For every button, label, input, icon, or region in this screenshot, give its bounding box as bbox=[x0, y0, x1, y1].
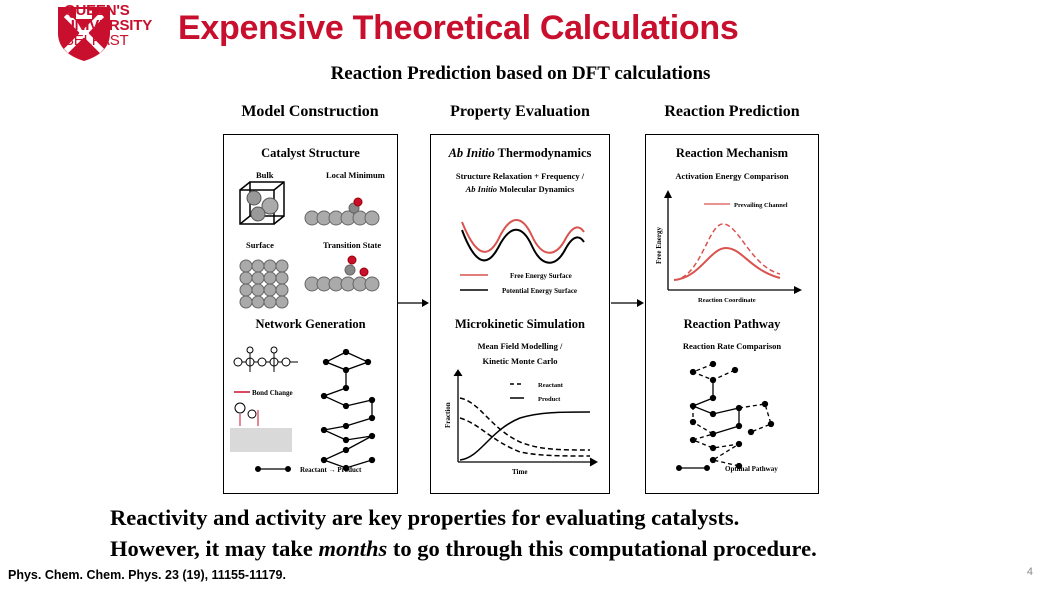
takeaway-line2-pre: However, it may take bbox=[110, 536, 319, 561]
surface-grid bbox=[239, 259, 289, 309]
product-legend: Product bbox=[538, 396, 561, 403]
logo-line1: QUEEN'S bbox=[64, 2, 130, 19]
fraction-label: Fraction bbox=[444, 402, 452, 428]
optimal-pathway-legend-line bbox=[676, 465, 710, 471]
logo-line2: UNIVERSITY bbox=[64, 17, 153, 34]
panel-property-evaluation bbox=[430, 134, 610, 494]
local-minimum-slab bbox=[304, 197, 380, 226]
panel-reaction-prediction bbox=[645, 134, 819, 494]
reaction-rate-sub: Reaction Rate Comparison bbox=[682, 341, 782, 351]
citation: Phys. Chem. Chem. Phys. 23 (19), 11155-1… bbox=[8, 568, 286, 582]
takeaway-text: Reactivity and activity are key properti… bbox=[110, 502, 817, 564]
reaction-pathway-title: Reaction Pathway bbox=[683, 317, 781, 331]
microkinetic-sub1: Mean Field Modelling / bbox=[477, 341, 563, 351]
microkinetic-sub2: Kinetic Monte Carlo bbox=[482, 356, 558, 366]
logo-wordmark: QUEEN'S UNIVERSITY BELFAST bbox=[64, 3, 152, 48]
prevailing-channel-curve bbox=[673, 246, 781, 281]
transition-state-slab bbox=[304, 255, 380, 292]
thermo-sub2-italic: Ab Initio bbox=[465, 184, 498, 194]
surface-slab bbox=[230, 428, 292, 452]
reactant-curve-1 bbox=[459, 397, 591, 451]
heading-reaction-prediction: Reaction Prediction bbox=[664, 103, 800, 120]
catalyst-structure-graphics bbox=[239, 181, 380, 309]
bond-change-label: Bond Change bbox=[252, 389, 293, 397]
potential-energy-legend: Potential Energy Surface bbox=[502, 287, 577, 295]
page-number: 4 bbox=[1026, 566, 1033, 578]
label-bulk: Bulk bbox=[256, 170, 274, 180]
takeaway-line2-post: to go through this computational procedu… bbox=[387, 536, 817, 561]
thermodynamics-title: Ab Initio Thermodynamics bbox=[430, 146, 610, 161]
heading-model-construction: Model Construction bbox=[241, 103, 379, 120]
university-logo bbox=[58, 7, 110, 61]
slide-title: Expensive Theoretical Calculations bbox=[178, 9, 739, 47]
thermo-sub2: Ab Initio Molecular Dynamics bbox=[430, 184, 610, 194]
prevailing-channel-legend: Prevailing Channel bbox=[734, 202, 788, 209]
label-surface: Surface bbox=[246, 240, 274, 250]
label-local-minimum: Local Minimum bbox=[326, 170, 385, 180]
heading-property-evaluation: Property Evaluation bbox=[450, 103, 590, 120]
microkinetic-plot: Fraction Time Reactant Product bbox=[444, 369, 599, 476]
network-generation-title: Network Generation bbox=[255, 317, 366, 331]
reaction-mechanism-plot: Free Energy Reaction Coordinate Prevaili… bbox=[655, 190, 802, 304]
pathway-network bbox=[689, 360, 775, 470]
network-graph bbox=[320, 348, 376, 472]
product-curve bbox=[459, 411, 591, 461]
logo-line3: BELFAST bbox=[64, 32, 129, 49]
time-label: Time bbox=[512, 468, 527, 476]
reaction-pathway-graphics: Optimal Pathway bbox=[676, 360, 778, 473]
reactant-curve-2 bbox=[459, 417, 591, 457]
takeaway-line1: Reactivity and activity are key properti… bbox=[110, 505, 740, 530]
network-legend-line bbox=[255, 466, 291, 472]
molecule-chain bbox=[233, 346, 298, 372]
reaction-coordinate-label: Reaction Coordinate bbox=[698, 297, 756, 304]
catalyst-structure-title: Catalyst Structure bbox=[261, 146, 360, 160]
free-energy-label: Free Energy bbox=[655, 227, 663, 264]
thermo-sub1: Structure Relaxation + Frequency / bbox=[455, 171, 585, 181]
takeaway-line2: However, it may take months to go throug… bbox=[110, 533, 817, 564]
optimal-pathway-legend: Optimal Pathway bbox=[725, 465, 778, 473]
network-generation-graphics: Bond Change Reactant → Product bbox=[230, 346, 376, 474]
network-legend-label: Reactant → Product bbox=[300, 466, 362, 474]
potential-energy-curve bbox=[461, 228, 585, 264]
reactant-legend: Reactant bbox=[538, 382, 564, 389]
alternative-channel-curve bbox=[673, 223, 781, 281]
adsorbate-icon bbox=[234, 402, 259, 426]
takeaway-line2-italic: months bbox=[318, 536, 388, 561]
free-energy-legend: Free Energy Surface bbox=[510, 272, 572, 280]
microkinetic-title: Microkinetic Simulation bbox=[455, 317, 585, 331]
thermo-sub2-rest: Molecular Dynamics bbox=[497, 184, 575, 194]
label-transition-state: Transition State bbox=[323, 240, 382, 250]
thermo-title-rest: Thermodynamics bbox=[494, 146, 592, 160]
arrow-to-property bbox=[398, 299, 429, 307]
reaction-mechanism-title: Reaction Mechanism bbox=[675, 146, 789, 160]
slide-subtitle: Reaction Prediction based on DFT calcula… bbox=[330, 63, 711, 84]
arrow-to-prediction bbox=[611, 299, 644, 307]
energy-surface-plot: Free Energy Surface Potential Energy Sur… bbox=[460, 219, 585, 295]
free-energy-curve bbox=[461, 219, 585, 254]
activation-energy-sub: Activation Energy Comparison bbox=[675, 171, 789, 181]
thermo-title-italic: Ab Initio bbox=[448, 146, 495, 160]
